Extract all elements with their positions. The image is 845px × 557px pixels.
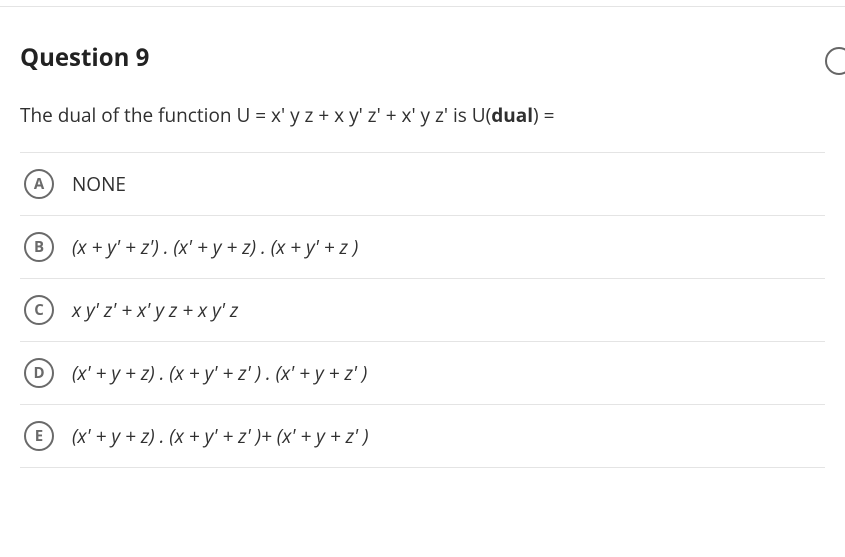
option-text-c: x y' z' + x' y z + x y' z [72,297,238,323]
option-text-a: NONE [72,171,126,197]
option-b[interactable]: B (x + y' + z') . (x' + y + z) . (x + y'… [20,216,825,279]
options-list: A NONE B (x + y' + z') . (x' + y + z) . … [20,152,825,468]
option-d[interactable]: D (x' + y + z) . (x + y' + z' ) . (x' + … [20,342,825,405]
option-a[interactable]: A NONE [20,153,825,216]
option-letter-c: C [24,295,54,325]
option-letter-d: D [24,358,54,388]
question-title: Question 9 [20,41,825,74]
question-container: Question 9 The dual of the function U = … [0,7,845,468]
option-c[interactable]: C x y' z' + x' y z + x y' z [20,279,825,342]
option-letter-b: B [24,232,54,262]
question-prompt: The dual of the function U = x' y z + x … [20,102,825,128]
option-text-e: (x' + y + z) . (x + y' + z' )+ (x' + y +… [72,423,369,449]
status-indicator-icon [825,47,845,75]
option-text-b: (x + y' + z') . (x' + y + z) . (x + y' +… [72,234,358,260]
option-e[interactable]: E (x' + y + z) . (x + y' + z' )+ (x' + y… [20,405,825,468]
option-text-d: (x' + y + z) . (x + y' + z' ) . (x' + y … [72,360,367,386]
option-letter-e: E [24,421,54,451]
option-letter-a: A [24,169,54,199]
